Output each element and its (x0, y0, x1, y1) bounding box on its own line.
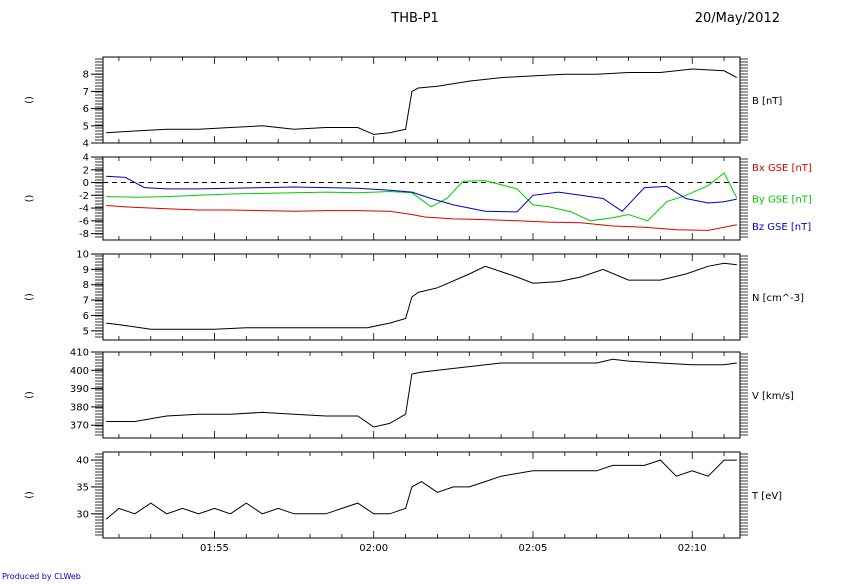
panel-left-label: () (23, 293, 34, 301)
y-tick-label: 8 (83, 70, 89, 81)
y-tick-label: 4 (83, 153, 89, 164)
x-tick-label: 01:55 (200, 543, 229, 554)
y-tick-label: 7 (83, 296, 89, 307)
panel-5: 30 35 40 () T [eV] 01:55 02:00 02:05 02:10 (23, 451, 782, 554)
panel-left-label: () (23, 391, 34, 399)
series-line-1 (106, 262, 737, 330)
series-line-3 (106, 175, 737, 213)
y-tick-label: 6 (83, 311, 89, 322)
y-tick-label: 370 (70, 421, 89, 432)
y-tick-label: 10 (76, 250, 89, 261)
y-tick-label: 9 (83, 265, 89, 276)
series-line-1 (105, 459, 737, 520)
panel-3: 5 6 7 8 9 10 () N [cm^-3] (23, 250, 804, 341)
y-tick-label: -2 (79, 191, 89, 202)
y-axis-label: B [nT] (752, 96, 782, 107)
x-tick-label: 02:05 (519, 543, 548, 554)
y-tick-label: 410 (70, 348, 89, 359)
panel-left-label: () (23, 491, 34, 499)
y-tick-label: -8 (79, 229, 89, 240)
legend-label-3: Bz GSE [nT] (752, 222, 811, 233)
y-tick-label: 2 (83, 165, 89, 176)
legend-label-1: Bx GSE [nT] (752, 163, 812, 174)
legend-label-2: By GSE [nT] (752, 195, 812, 206)
panel-frame (102, 56, 741, 144)
y-tick-label: 35 (76, 482, 89, 493)
panel-left-label: () (23, 96, 34, 104)
panel-frame (102, 451, 741, 539)
y-tick-label: 390 (70, 384, 89, 395)
y-tick-label: 4 (83, 139, 89, 150)
y-tick-label: -4 (79, 204, 89, 215)
panel-frame (102, 156, 741, 241)
series-line-1 (106, 205, 737, 231)
panel-4: 370 380 390 400 410 () V [km/s] (23, 348, 794, 439)
series-line-1 (106, 358, 737, 428)
y-axis-label: N [cm^-3] (752, 293, 804, 304)
y-tick-label: 40 (76, 456, 89, 467)
y-tick-label: 400 (70, 366, 89, 377)
y-axis-label: V [km/s] (752, 391, 794, 402)
y-tick-label: 0 (83, 178, 89, 189)
produced-by-credit: Produced by CLWeb (2, 572, 81, 581)
y-tick-label: 8 (83, 280, 89, 291)
y-tick-label: 5 (83, 326, 89, 337)
y-tick-label: 380 (70, 402, 89, 413)
y-tick-label: 6 (83, 104, 89, 115)
panel-frame (102, 253, 741, 341)
y-tick-label: -6 (79, 216, 89, 227)
series-line-1 (106, 68, 738, 135)
y-tick-label: 30 (76, 509, 89, 520)
panel-2: 42 0 -2 -4-6 -8 () Bx GSE [nT] By GSE [nT] Bz GS… (23, 153, 812, 241)
y-tick-label: 5 (83, 121, 89, 132)
x-tick-label: 02:00 (359, 543, 388, 554)
panel-left-label: () (23, 195, 34, 203)
panel-frame (102, 351, 741, 439)
series-line-2 (106, 172, 738, 222)
plot-date: 20/May/2012 (695, 11, 780, 26)
y-axis-label: T [eV] (751, 491, 782, 502)
y-tick-label: 7 (83, 87, 89, 98)
plot-title: THB-P1 (390, 11, 438, 26)
x-tick-label: 02:10 (678, 543, 707, 554)
panel-1: 4 5 6 7 8 () B [nT] (23, 56, 782, 150)
